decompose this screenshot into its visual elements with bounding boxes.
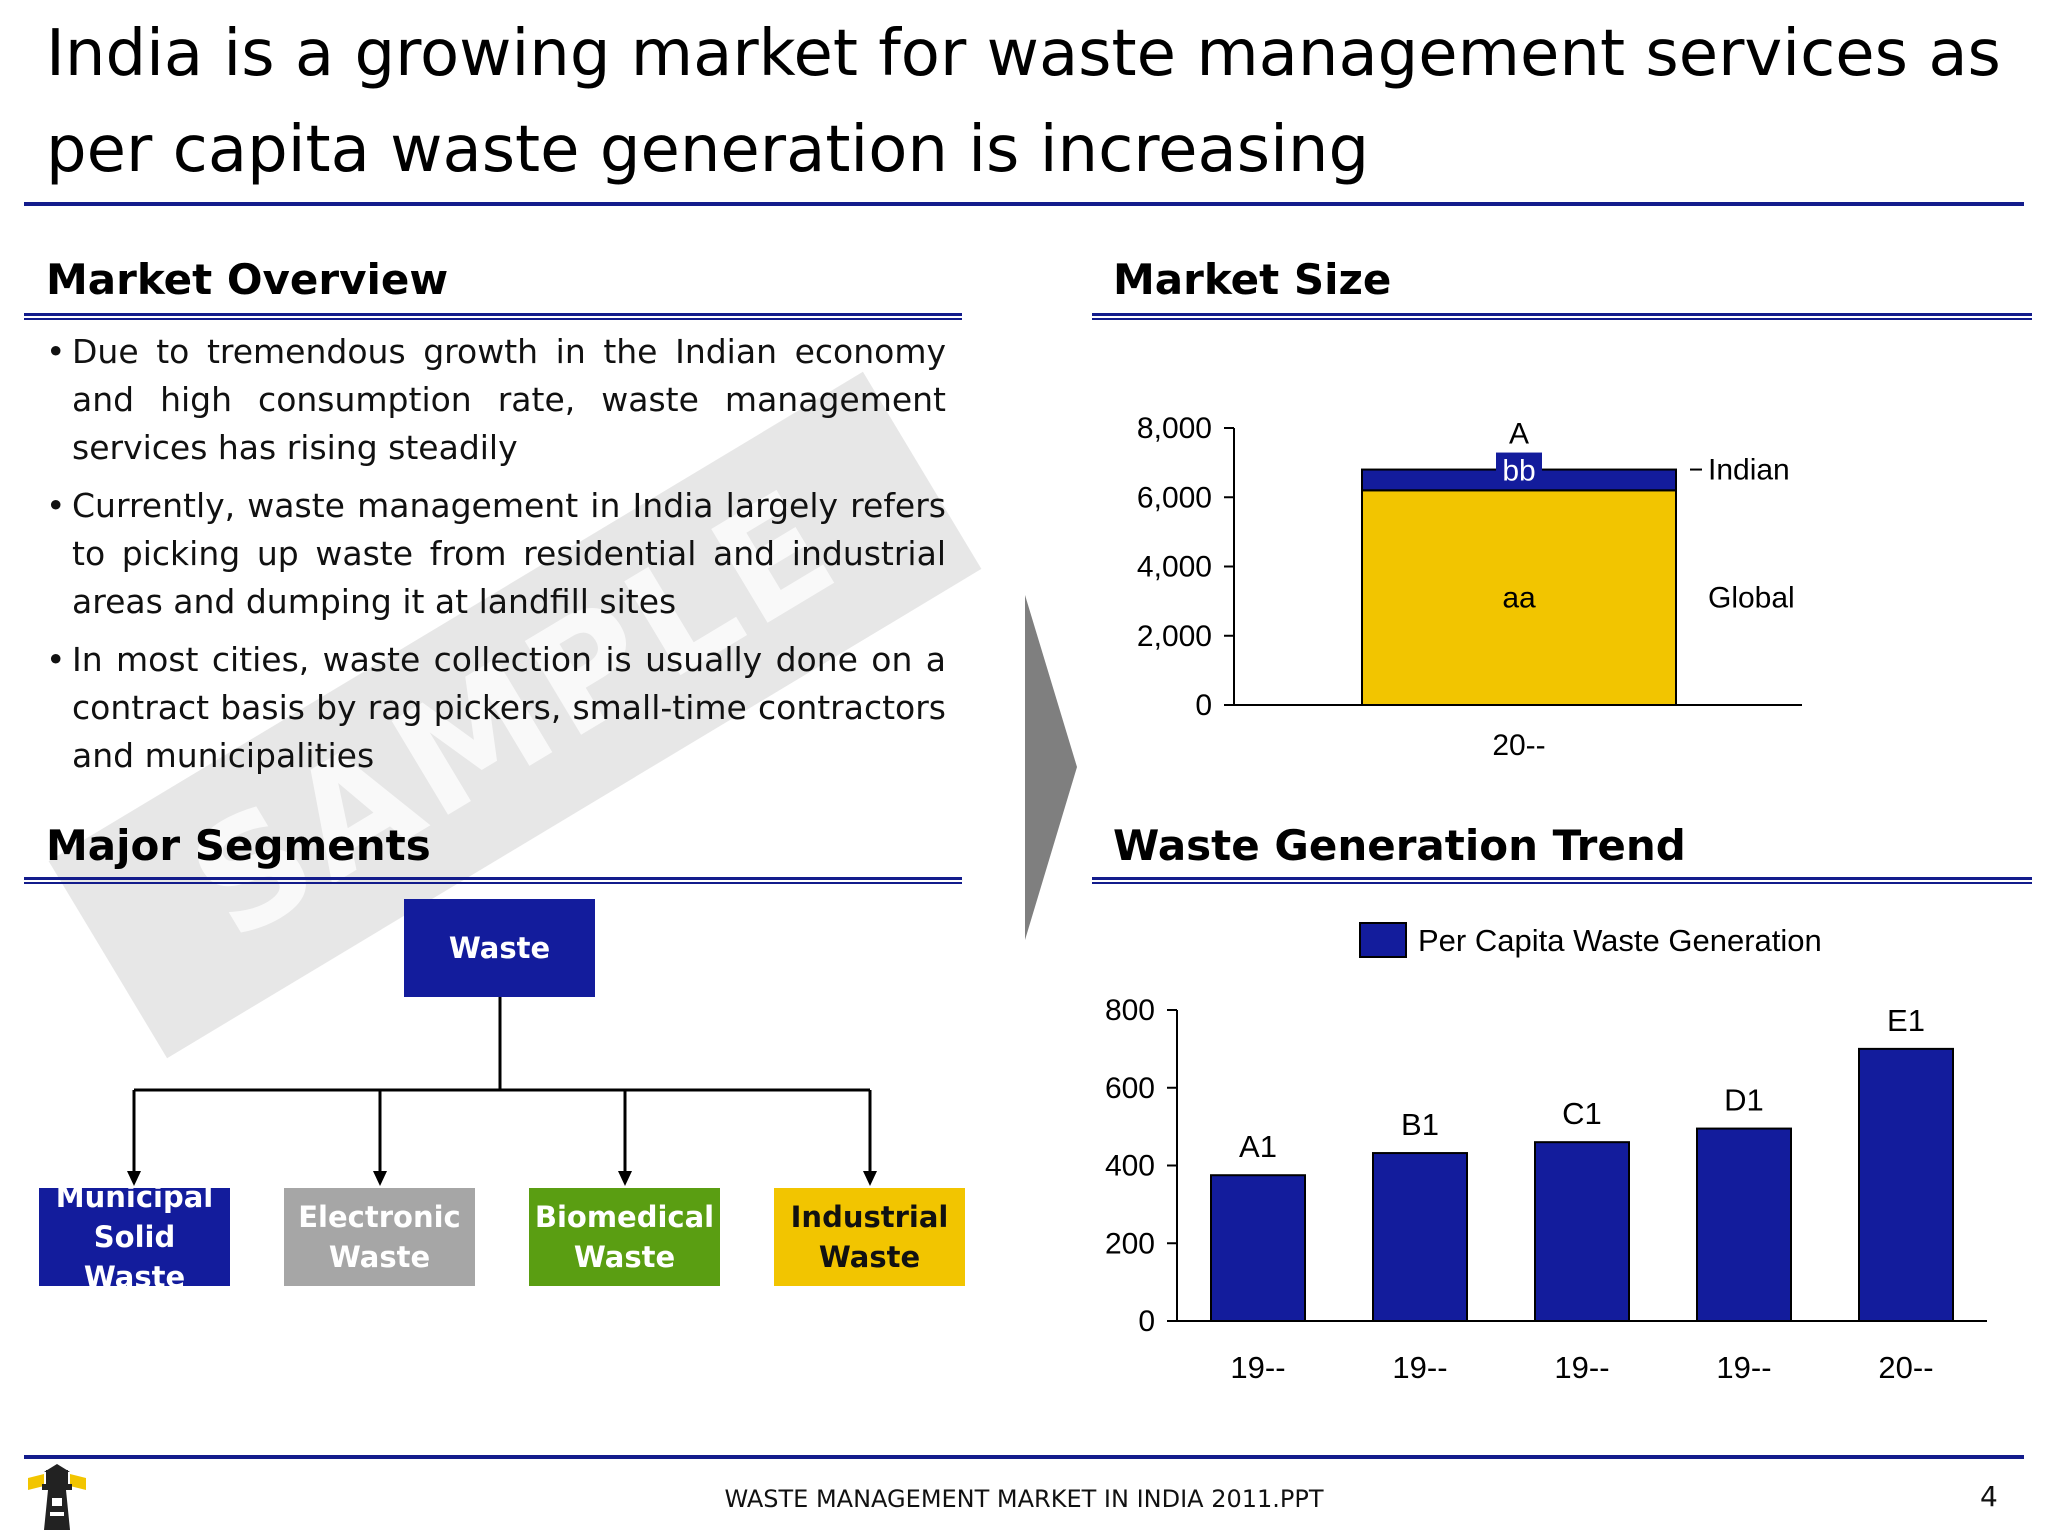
chevron-right-icon [1025, 595, 1077, 940]
data-label: bb [1502, 455, 1535, 488]
data-label: C1 [1562, 1096, 1602, 1131]
x-tick-label: 19-- [1392, 1350, 1447, 1380]
y-tick-label: 800 [1105, 994, 1155, 1027]
bar [1372, 1152, 1468, 1322]
bar [1696, 1127, 1792, 1322]
y-tick-label: 6,000 [1137, 481, 1212, 514]
waste-trend-heading: Waste Generation Trend [1113, 821, 1686, 870]
segment-municipal-solid-waste: Municipal Solid Waste [39, 1180, 230, 1294]
major-segments-heading: Major Segments [46, 821, 431, 870]
data-label: E1 [1887, 1003, 1925, 1038]
data-label: aa [1502, 582, 1536, 615]
overview-bullet: Currently, waste management in India lar… [46, 482, 946, 626]
legend-global: Global [1708, 582, 1795, 615]
bar [1858, 1047, 1954, 1322]
data-label-box [1496, 452, 1542, 487]
x-tick-label: 19-- [1554, 1350, 1609, 1380]
x-tick-label: 19-- [1716, 1350, 1771, 1380]
total-label: A [1509, 418, 1529, 451]
y-tick-label: 0 [1195, 689, 1212, 722]
legend-swatch [1359, 922, 1407, 958]
y-tick-label: 0 [1138, 1305, 1155, 1338]
segment-tree-connectors [127, 994, 877, 1186]
y-tick-label: 200 [1105, 1227, 1155, 1260]
waste-trend-chart: Per Capita Waste Generation 800 600 400 200 0… [1105, 922, 1987, 1380]
page-title: India is a growing market for waste mana… [46, 17, 2001, 187]
segment-industrial-waste: Industrial Waste [774, 1188, 965, 1286]
segment-biomedical-waste: Biomedical Waste [529, 1188, 720, 1286]
market-overview-divider [24, 313, 962, 320]
overview-bullet: In most cities, waste collection is usua… [46, 636, 946, 780]
y-tick-label: 400 [1105, 1150, 1155, 1183]
x-tick-label: 20-- [1878, 1350, 1933, 1380]
page-number: 4 [1980, 1480, 1998, 1513]
x-tick-label: 19-- [1230, 1350, 1285, 1380]
y-tick-label: 4,000 [1137, 551, 1212, 584]
overview-bullet: Due to tremendous growth in the Indian e… [46, 328, 946, 472]
bar [1210, 1174, 1306, 1322]
data-label: A1 [1239, 1129, 1277, 1164]
lighthouse-logo-icon [28, 1464, 86, 1530]
market-size-divider [1092, 313, 2032, 320]
x-tick-label: 20-- [1492, 729, 1545, 762]
major-segments-divider [24, 877, 962, 884]
market-size-heading: Market Size [1113, 255, 1392, 304]
title-divider [24, 202, 2024, 206]
data-label: B1 [1401, 1107, 1439, 1142]
footer-text: WASTE MANAGEMENT MARKET IN INDIA 2011.PP… [724, 1485, 1324, 1513]
legend-label: Per Capita Waste Generation [1418, 923, 1822, 958]
market-overview-bullets: Due to tremendous growth in the Indian e… [46, 328, 946, 790]
y-tick-label: 2,000 [1137, 620, 1212, 653]
y-tick-label: 600 [1105, 1072, 1155, 1105]
y-tick-label: 8,000 [1137, 412, 1212, 445]
data-label: D1 [1724, 1083, 1764, 1118]
waste-trend-divider [1092, 877, 2032, 884]
legend-indian: Indian [1708, 454, 1790, 487]
bar-segment-global [1361, 489, 1677, 706]
bar [1534, 1141, 1630, 1322]
segment-root-waste: Waste [404, 899, 595, 997]
segment-electronic-waste: Electronic Waste [284, 1188, 475, 1286]
market-size-chart: 8,000 6,000 4,000 2,000 0 aa bb A 20-- Indian Glob… [1137, 412, 1802, 762]
footer-divider [24, 1455, 2024, 1459]
market-overview-heading: Market Overview [46, 255, 449, 304]
